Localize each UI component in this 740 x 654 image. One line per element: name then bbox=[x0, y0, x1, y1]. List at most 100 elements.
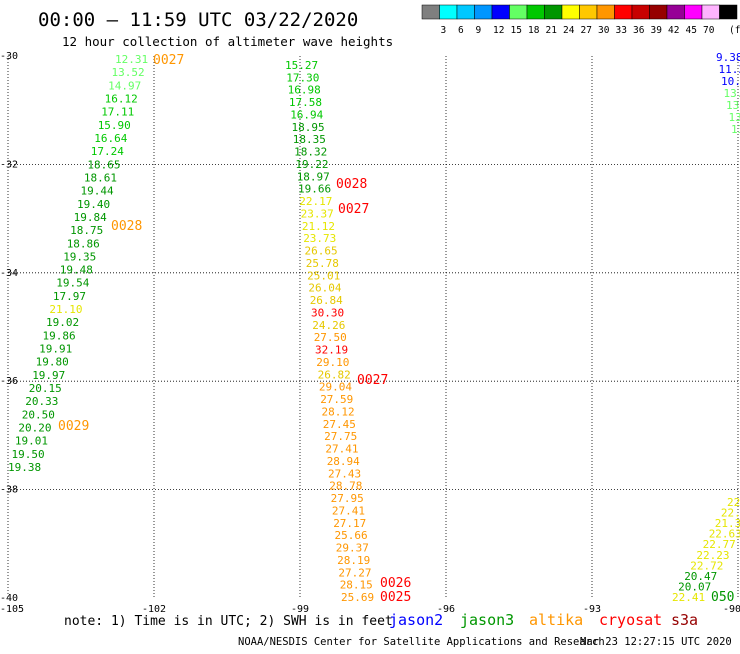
wave-height-value: 28.78 bbox=[329, 480, 362, 493]
wave-height-value: 29.37 bbox=[336, 542, 369, 555]
scale-swatch bbox=[562, 5, 580, 19]
pass-time-label: 0026 bbox=[380, 576, 411, 591]
wave-height-value: 18.95 bbox=[292, 121, 325, 134]
scale-swatch bbox=[422, 5, 440, 19]
wave-height-value: 19.86 bbox=[43, 329, 76, 342]
scale-swatch bbox=[527, 5, 545, 19]
wave-height-value: 19.50 bbox=[12, 448, 45, 461]
scale-label: 6 bbox=[458, 25, 464, 36]
wave-height-value: 16.94 bbox=[290, 109, 323, 122]
wave-height-value: 22.17 bbox=[299, 195, 332, 208]
wave-height-value: 27.50 bbox=[314, 331, 347, 344]
map-title: 00:00 – 11:59 UTC 03/22/2020 bbox=[38, 9, 358, 31]
wave-height-value: 28.15 bbox=[340, 579, 373, 592]
wave-height-value: 28.19 bbox=[337, 554, 370, 567]
satellite-name-jason2: jason2 bbox=[389, 611, 443, 629]
wave-height-value: 27.17 bbox=[333, 517, 366, 530]
wave-height-value: 19.01 bbox=[15, 435, 48, 448]
scale-swatch bbox=[492, 5, 510, 19]
scale-unit: (ft) bbox=[729, 25, 740, 36]
scale-swatch bbox=[510, 5, 528, 19]
pass-time-label: 0028 bbox=[336, 177, 367, 192]
pass-time-label: 0027 bbox=[338, 202, 369, 217]
scale-swatch bbox=[475, 5, 493, 19]
wave-height-value: 17.97 bbox=[53, 290, 86, 303]
wave-height-value: 20.33 bbox=[25, 395, 58, 408]
satellite-name-s3a: s3a bbox=[671, 611, 698, 629]
scale-label: 15 bbox=[511, 25, 522, 36]
lon-tick-label: -105 bbox=[0, 604, 24, 615]
scale-swatch bbox=[685, 5, 703, 19]
wave-height-value: 26.04 bbox=[308, 282, 341, 295]
wave-height-value: 19.22 bbox=[295, 158, 328, 171]
wave-height-value: 16.12 bbox=[105, 93, 138, 106]
wave-height-value: 17.11 bbox=[101, 106, 134, 119]
wave-height-value: 19.38 bbox=[8, 461, 41, 474]
wave-height-value: 22.41 bbox=[672, 591, 705, 604]
pass-time-label: 0027 bbox=[153, 53, 184, 68]
wave-height-value: 19.80 bbox=[36, 356, 69, 369]
wave-height-value: 27.59 bbox=[320, 393, 353, 406]
scale-swatch bbox=[632, 5, 650, 19]
lat-tick-label: -34 bbox=[0, 268, 18, 279]
pass-time-label: 0029 bbox=[58, 419, 89, 434]
scale-swatch bbox=[440, 5, 458, 19]
lon-tick-label: -90 bbox=[723, 604, 740, 615]
footer-note: note: 1) Time is in UTC; 2) SWH is in fe… bbox=[64, 614, 393, 629]
scale-label: 27 bbox=[581, 25, 592, 36]
footer-credit: NOAA/NESDIS Center for Satellite Applica… bbox=[238, 636, 605, 648]
wave-height-value: 25.66 bbox=[335, 529, 368, 542]
scale-label: 3 bbox=[441, 25, 447, 36]
wave-height-value: 15.90 bbox=[98, 119, 131, 132]
wave-height-value: 21.12 bbox=[302, 220, 335, 233]
wave-height-value: 30.30 bbox=[311, 306, 344, 319]
wave-height-value: 20.20 bbox=[18, 422, 51, 435]
wave-height-value: 18.32 bbox=[294, 146, 327, 159]
satellite-name-jason3: jason3 bbox=[460, 611, 514, 629]
wave-height-value: 23.73 bbox=[303, 232, 336, 245]
wave-height-value: 14.97 bbox=[108, 79, 141, 92]
satellite-name-altika: altika bbox=[529, 611, 583, 629]
wave-height-value: 26.65 bbox=[305, 245, 338, 258]
scale-label: 12 bbox=[493, 25, 504, 36]
wave-height-value: 13.52 bbox=[112, 66, 145, 79]
wave-height-value: 28.94 bbox=[327, 455, 360, 468]
scale-label: 33 bbox=[616, 25, 627, 36]
wave-height-value: 20.15 bbox=[29, 382, 62, 395]
map-subtitle: 12 hour collection of altimeter wave hei… bbox=[62, 34, 393, 49]
wave-height-value: 26.84 bbox=[310, 294, 343, 307]
scale-swatch bbox=[545, 5, 563, 19]
scale-swatch bbox=[650, 5, 668, 19]
wave-height-value: 29.10 bbox=[316, 356, 349, 369]
wave-height-value: 25.69 bbox=[341, 591, 374, 604]
wave-height-value: 18.75 bbox=[70, 224, 103, 237]
wave-height-value: 27.41 bbox=[332, 504, 365, 517]
pass-time-label: 0028 bbox=[111, 219, 142, 234]
scale-label: 36 bbox=[633, 25, 645, 36]
wave-height-value: 27.45 bbox=[323, 418, 356, 431]
wave-height-value: 19.84 bbox=[74, 211, 107, 224]
wave-height-value: 24.26 bbox=[312, 319, 345, 332]
wave-height-value: 19.91 bbox=[39, 343, 72, 356]
wave-height-value: 15.27 bbox=[285, 59, 318, 72]
wave-height-value: 16.98 bbox=[288, 84, 321, 97]
wave-height-value: 19.54 bbox=[56, 277, 89, 290]
scale-label: 18 bbox=[528, 25, 540, 36]
wave-height-value: 27.95 bbox=[331, 492, 364, 505]
wave-height-value: 19.97 bbox=[32, 369, 65, 382]
scale-swatch bbox=[597, 5, 615, 19]
scale-swatch bbox=[702, 5, 720, 19]
wave-height-value: 32.19 bbox=[315, 344, 348, 357]
wave-height-value: 19.02 bbox=[46, 316, 79, 329]
wave-height-value: 18.97 bbox=[297, 170, 330, 183]
scale-swatch bbox=[457, 5, 475, 19]
lat-tick-label: -40 bbox=[0, 593, 18, 604]
wave-height-value: 27.75 bbox=[324, 430, 357, 443]
pass-time-label: 0027 bbox=[357, 373, 388, 388]
wave-height-value: 27.41 bbox=[325, 443, 358, 456]
wave-height-value: 21.10 bbox=[49, 303, 82, 316]
scale-label: 39 bbox=[651, 25, 663, 36]
scale-label: 42 bbox=[668, 25, 679, 36]
